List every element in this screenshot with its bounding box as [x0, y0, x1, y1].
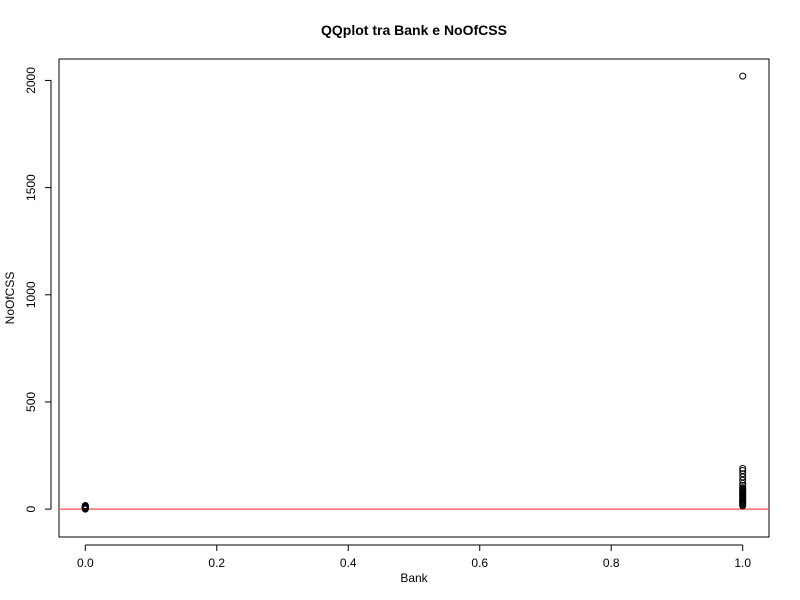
y-tick-label: 1500: [24, 174, 38, 201]
plot-frame: [58, 58, 770, 538]
y-tick-label: 2000: [24, 67, 38, 94]
x-tick-label: 0.4: [340, 556, 357, 570]
data-point: [739, 72, 747, 80]
y-tick-label: 1000: [24, 281, 38, 308]
data-point: [739, 464, 747, 472]
data-point: [739, 467, 747, 475]
x-tick-label: 1.0: [734, 556, 751, 570]
x-tick-label: 0.0: [77, 556, 94, 570]
x-tick-label: 0.8: [603, 556, 620, 570]
chart-title: QQplot tra Bank e NoOfCSS: [321, 22, 507, 38]
data-point: [739, 470, 747, 478]
data-point: [739, 484, 747, 492]
y-axis-label: NoOfCSS: [3, 272, 17, 325]
data-point: [739, 482, 747, 490]
x-axis-label: Bank: [400, 571, 428, 585]
x-tick-label: 0.6: [471, 556, 488, 570]
y-tick-label: 500: [24, 392, 38, 412]
x-tick-label: 0.2: [208, 556, 225, 570]
y-tick-label: 0: [24, 505, 38, 512]
data-point: [81, 501, 89, 509]
